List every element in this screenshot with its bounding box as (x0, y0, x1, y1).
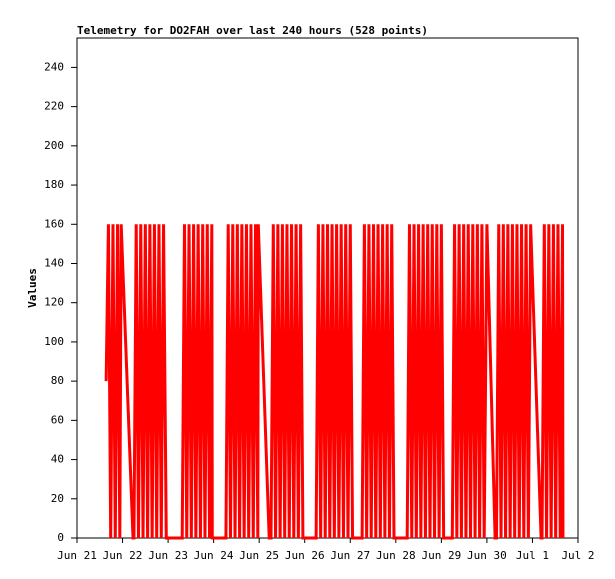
x-tick-label: Jun 26 (285, 549, 325, 562)
chart-title: Telemetry for DO2FAH over last 240 hours… (77, 24, 428, 37)
y-tick-label: 240 (44, 60, 64, 73)
x-tick-label: Jun 27 (330, 549, 370, 562)
y-tick-label: 100 (44, 335, 64, 348)
y-tick-label: 80 (51, 374, 64, 387)
y-tick-label: 220 (44, 100, 64, 113)
y-tick-label: 180 (44, 178, 64, 191)
y-tick-label: 40 (51, 453, 64, 466)
x-tick-label: Jul 1 (516, 549, 549, 562)
x-tick-label: Jun 24 (194, 549, 234, 562)
x-tick-label: Jun 29 (421, 549, 461, 562)
y-tick-label: 160 (44, 217, 64, 230)
x-tick-label: Jun 25 (239, 549, 279, 562)
data-line (104, 224, 565, 540)
y-tick-label: 60 (51, 413, 64, 426)
y-tick-label: 140 (44, 256, 64, 269)
y-tick-label: 0 (57, 531, 64, 544)
x-tick-label: Jul 2 (561, 549, 594, 562)
x-tick-label: Jun 30 (467, 549, 507, 562)
x-tick-label: Jun 21 (57, 549, 97, 562)
y-tick-label: 200 (44, 139, 64, 152)
y-axis-label: Values (26, 268, 39, 308)
x-tick-label: Jun 22 (103, 549, 143, 562)
y-tick-label: 120 (44, 296, 64, 309)
x-tick-label: Jun 23 (148, 549, 188, 562)
x-tick-label: Jun 28 (376, 549, 416, 562)
y-tick-label: 20 (51, 492, 64, 505)
